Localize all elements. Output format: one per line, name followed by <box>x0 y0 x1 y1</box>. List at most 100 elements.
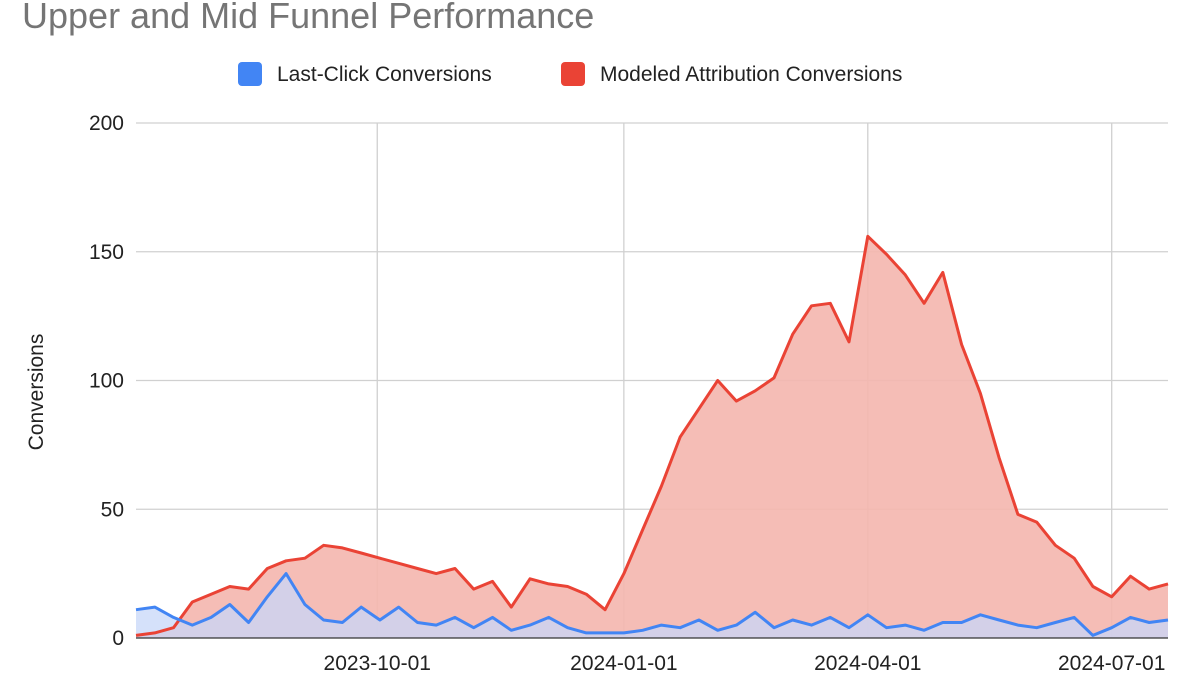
point-modeled <box>979 392 982 395</box>
series-areas <box>136 236 1168 639</box>
point-modeled <box>547 582 550 585</box>
point-modeled <box>679 436 682 439</box>
point-modeled <box>135 634 138 637</box>
point-modeled <box>285 559 288 562</box>
point-modeled <box>1110 595 1113 598</box>
point-modeled <box>697 407 700 410</box>
point-modeled <box>191 601 194 604</box>
point-last-click <box>1167 619 1170 622</box>
point-last-click <box>228 603 231 606</box>
point-modeled <box>1054 544 1057 547</box>
point-last-click <box>1073 616 1076 619</box>
x-tick-label: 2024-07-01 <box>1058 652 1165 675</box>
y-tick-label: 100 <box>89 370 124 393</box>
point-last-click <box>529 624 532 627</box>
point-modeled <box>810 304 813 307</box>
point-last-click <box>360 606 363 609</box>
point-modeled <box>510 606 513 609</box>
legend-label-last-click: Last-Click Conversions <box>277 63 492 86</box>
point-last-click <box>641 629 644 632</box>
point-last-click <box>1091 634 1094 637</box>
point-last-click <box>266 595 269 598</box>
point-modeled <box>416 567 419 570</box>
point-modeled <box>660 485 663 488</box>
y-axis-label: Conversions <box>25 334 48 451</box>
point-last-click <box>416 621 419 624</box>
point-last-click <box>622 631 625 634</box>
point-modeled <box>247 588 250 591</box>
point-modeled <box>923 302 926 305</box>
point-modeled <box>641 528 644 531</box>
point-modeled <box>1016 513 1019 516</box>
point-last-click <box>773 626 776 629</box>
point-last-click <box>866 613 869 616</box>
legend-swatch-modeled <box>561 62 585 86</box>
point-last-click <box>848 626 851 629</box>
point-modeled <box>960 343 963 346</box>
point-modeled <box>378 557 381 560</box>
point-modeled <box>491 580 494 583</box>
point-modeled <box>585 593 588 596</box>
x-tick-labels: 2023-10-01 2024-01-01 2024-04-01 2024-07-01 <box>324 652 1166 675</box>
point-last-click <box>941 621 944 624</box>
point-modeled <box>604 608 607 611</box>
point-modeled <box>529 577 532 580</box>
y-tick-label: 0 <box>112 627 124 650</box>
y-tick-label: 200 <box>89 112 124 135</box>
point-modeled <box>622 572 625 575</box>
point-last-click <box>1016 624 1019 627</box>
point-last-click <box>491 616 494 619</box>
chart-title: Upper and Mid Funnel Performance <box>22 0 594 36</box>
point-last-click <box>735 624 738 627</box>
point-last-click <box>716 629 719 632</box>
point-modeled <box>210 593 213 596</box>
point-last-click <box>660 624 663 627</box>
point-modeled <box>829 302 832 305</box>
point-modeled <box>1073 557 1076 560</box>
point-last-click <box>1035 626 1038 629</box>
point-last-click <box>1054 621 1057 624</box>
legend-label-modeled: Modeled Attribution Conversions <box>600 63 902 86</box>
point-last-click <box>566 626 569 629</box>
point-last-click <box>885 626 888 629</box>
point-last-click <box>303 603 306 606</box>
y-tick-labels: 0 50 100 150 200 <box>89 112 124 650</box>
point-last-click <box>904 624 907 627</box>
point-last-click <box>172 616 175 619</box>
legend-swatch-last-click <box>238 62 262 86</box>
point-last-click <box>153 606 156 609</box>
point-modeled <box>1035 521 1038 524</box>
point-last-click <box>960 621 963 624</box>
point-last-click <box>472 626 475 629</box>
point-modeled <box>1167 582 1170 585</box>
point-last-click <box>435 624 438 627</box>
area-last-click <box>136 573 1168 638</box>
y-tick-label: 50 <box>101 498 124 521</box>
point-modeled <box>735 400 738 403</box>
point-modeled <box>1148 588 1151 591</box>
point-last-click <box>210 616 213 619</box>
point-last-click <box>979 613 982 616</box>
point-modeled <box>172 626 175 629</box>
point-modeled <box>341 546 344 549</box>
point-modeled <box>773 376 776 379</box>
point-last-click <box>697 619 700 622</box>
point-modeled <box>360 552 363 555</box>
point-last-click <box>923 629 926 632</box>
y-tick-label: 150 <box>89 241 124 264</box>
point-last-click <box>378 619 381 622</box>
series-lines <box>135 234 1169 637</box>
point-last-click <box>1110 626 1113 629</box>
point-modeled <box>716 379 719 382</box>
point-modeled <box>941 271 944 274</box>
point-modeled <box>435 572 438 575</box>
point-last-click <box>754 611 757 614</box>
x-tick-label: 2024-04-01 <box>814 652 921 675</box>
point-modeled <box>998 456 1001 459</box>
legend: Last-Click Conversions Modeled Attributi… <box>238 62 902 86</box>
point-modeled <box>1091 585 1094 588</box>
point-last-click <box>135 608 138 611</box>
point-modeled <box>266 567 269 570</box>
point-last-click <box>679 626 682 629</box>
